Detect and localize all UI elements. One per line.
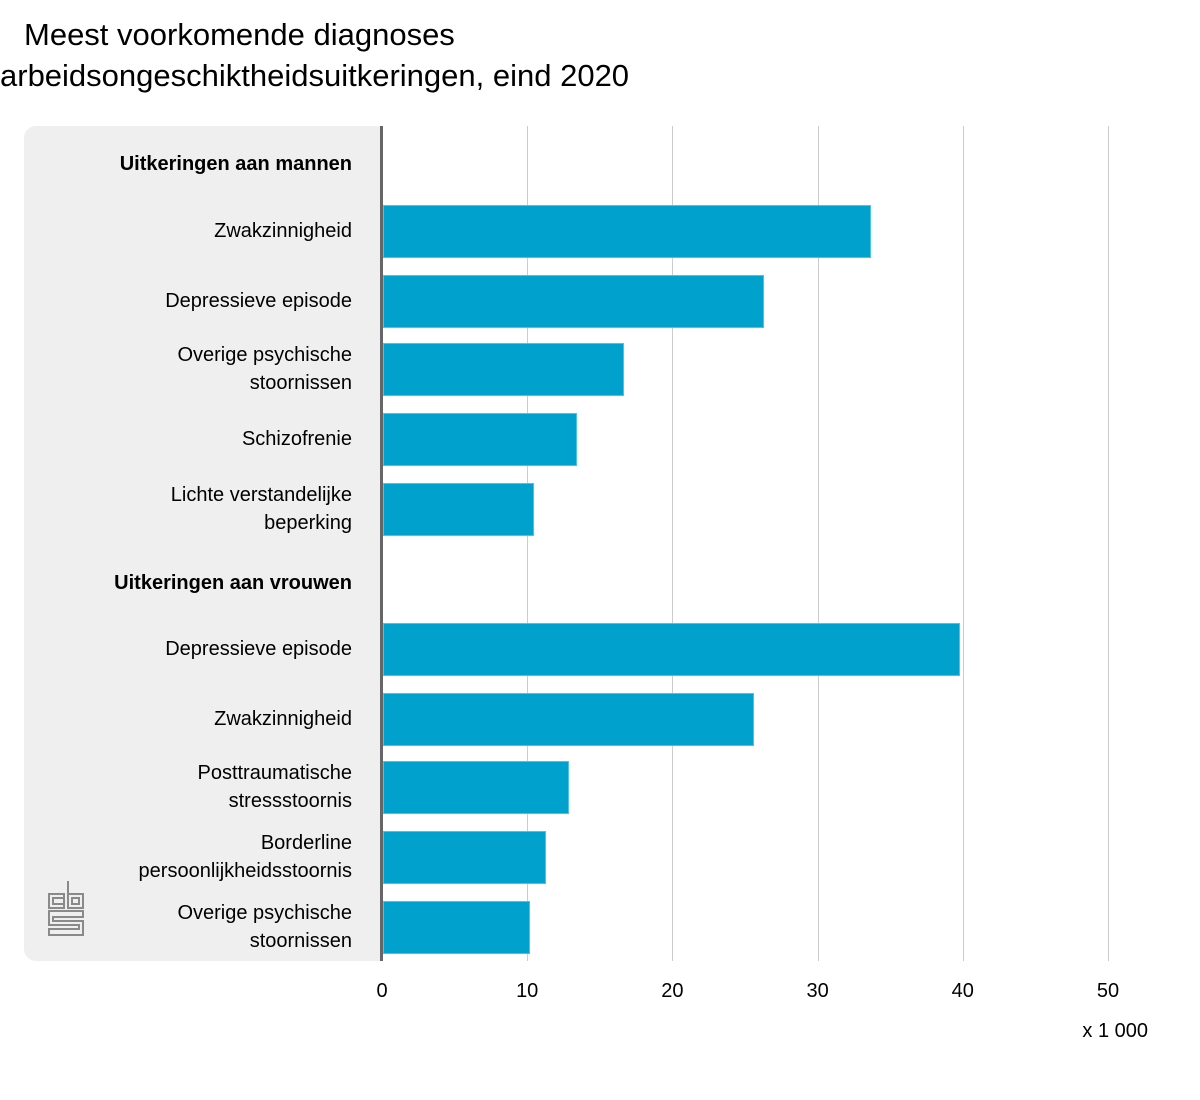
category-label-line: Schizofrenie bbox=[241, 428, 352, 450]
category-label: Zwakzinnigheid bbox=[214, 217, 352, 245]
chart-title-line2: arbeidsongeschiktheidsuitkeringen, eind … bbox=[0, 58, 630, 93]
category-label-line: Zwakzinnigheid bbox=[214, 220, 352, 242]
category-label-line: Zwakzinnigheid bbox=[214, 708, 352, 730]
bar[interactable] bbox=[383, 275, 764, 328]
x-tick-label: 30 bbox=[806, 980, 829, 1002]
category-label-line: Lichte verstandelijke bbox=[170, 484, 352, 506]
bar[interactable] bbox=[383, 761, 570, 814]
bar[interactable] bbox=[383, 205, 872, 258]
bar[interactable] bbox=[383, 413, 577, 466]
x-tick-label: 0 bbox=[376, 980, 388, 1002]
bar[interactable] bbox=[383, 343, 625, 396]
gridline bbox=[1108, 126, 1109, 961]
chart-title: Meest voorkomende diagnoses arbeidsonges… bbox=[0, 14, 760, 96]
x-axis-unit: x 1 000 bbox=[1082, 1020, 1148, 1042]
category-label-line: Depressieve episode bbox=[165, 290, 352, 312]
x-tick-label: 10 bbox=[516, 980, 539, 1002]
category-label: Borderline persoonlijkheidsstoornis bbox=[139, 829, 352, 885]
bar[interactable] bbox=[383, 901, 531, 954]
gridline bbox=[527, 126, 529, 961]
category-label: Overige psychische stoornissen bbox=[177, 341, 352, 397]
category-label-line: Overige psychische bbox=[177, 344, 352, 366]
category-label: Overige psychische stoornissen bbox=[177, 899, 352, 955]
category-label: Depressieve episode bbox=[165, 635, 352, 663]
plot-area bbox=[380, 126, 1142, 961]
category-label-line: stoornissen bbox=[249, 930, 352, 952]
gridline bbox=[962, 126, 964, 961]
category-label-panel bbox=[24, 126, 382, 961]
category-label: Posttraumatische stressstoornis bbox=[197, 759, 352, 815]
category-label-line: Posttraumatische bbox=[197, 762, 352, 784]
group-header: Uitkeringen aan mannen bbox=[119, 153, 352, 175]
bar[interactable] bbox=[383, 623, 960, 676]
category-label-line: beperking bbox=[264, 512, 352, 534]
x-tick-label: 20 bbox=[661, 980, 684, 1002]
category-label: Zwakzinnigheid bbox=[214, 705, 352, 733]
y-axis-line bbox=[380, 126, 383, 961]
x-tick-label: 50 bbox=[1096, 980, 1120, 1002]
category-label-line: stressstoornis bbox=[228, 790, 352, 812]
category-label-line: Depressieve episode bbox=[165, 638, 352, 660]
category-label-line: persoonlijkheidsstoornis bbox=[138, 860, 352, 882]
category-label-line: Borderline bbox=[260, 832, 352, 854]
category-label-line: stoornissen bbox=[249, 372, 352, 394]
category-label: Lichte verstandelijke beperking bbox=[171, 481, 352, 537]
x-tick-label: 40 bbox=[951, 980, 974, 1002]
bar[interactable] bbox=[383, 831, 547, 884]
category-label-line: Overige psychische bbox=[177, 902, 352, 924]
gridline bbox=[817, 126, 819, 961]
category-label: Depressieve episode bbox=[165, 287, 352, 315]
gridline bbox=[672, 126, 674, 961]
group-header: Uitkeringen aan vrouwen bbox=[114, 572, 352, 594]
chart-title-line1: Meest voorkomende diagnoses bbox=[24, 17, 455, 52]
category-label: Schizofrenie bbox=[242, 425, 352, 453]
bar[interactable] bbox=[383, 693, 754, 746]
cbs-logo-icon bbox=[48, 881, 84, 936]
bar[interactable] bbox=[383, 483, 535, 536]
